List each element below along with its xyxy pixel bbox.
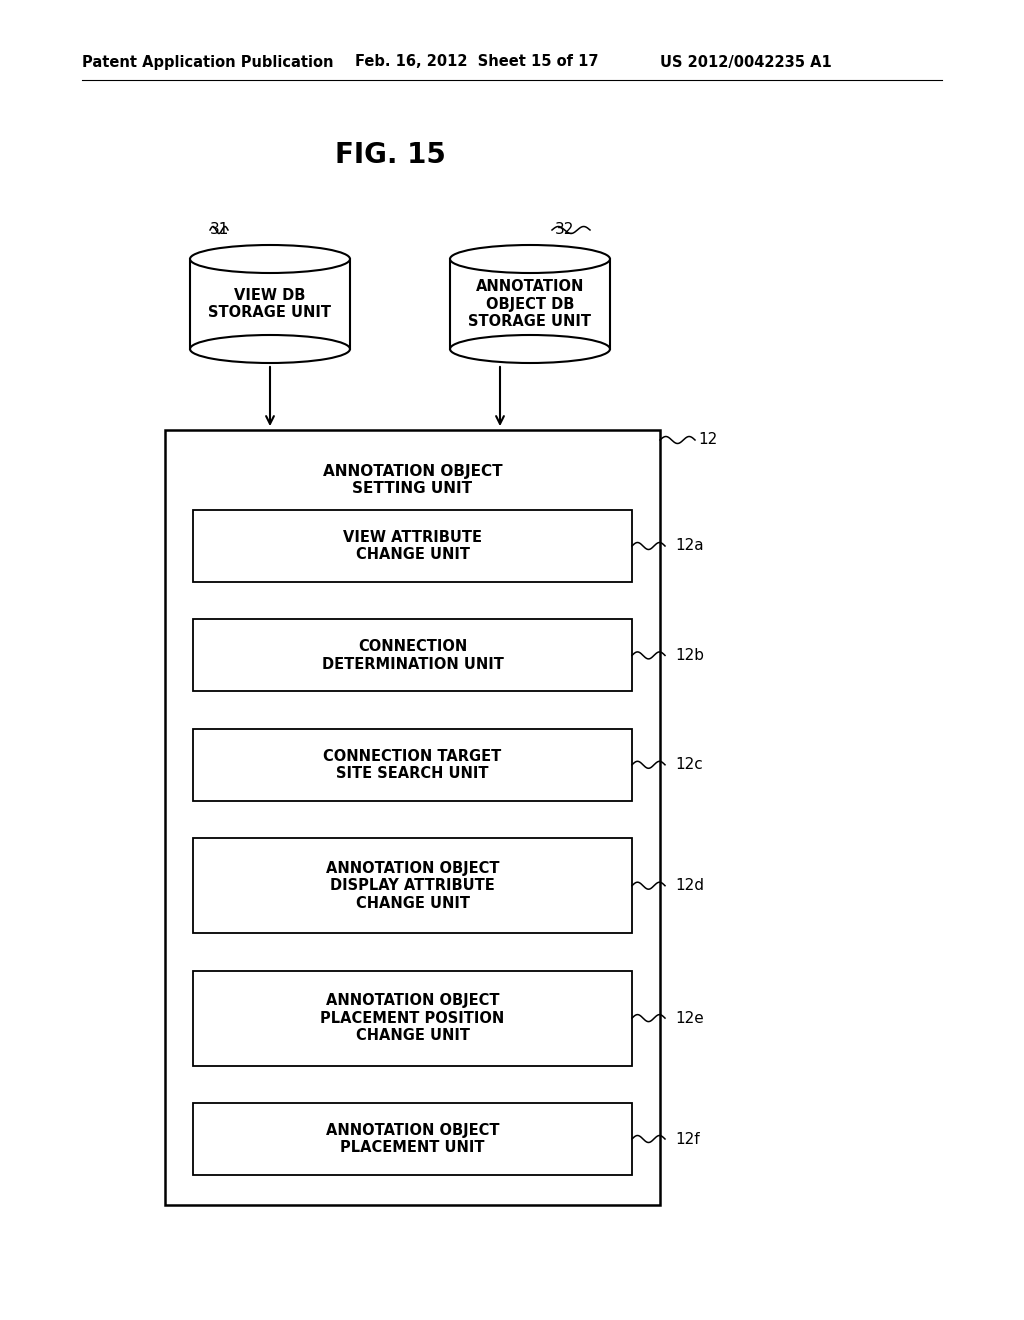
Bar: [193, 1104, 632, 1175]
Text: ANNOTATION
OBJECT DB
STORAGE UNIT: ANNOTATION OBJECT DB STORAGE UNIT: [469, 279, 592, 329]
Bar: [193, 510, 632, 582]
Ellipse shape: [190, 246, 350, 273]
Ellipse shape: [450, 335, 610, 363]
Text: ANNOTATION OBJECT
SETTING UNIT: ANNOTATION OBJECT SETTING UNIT: [323, 463, 503, 496]
Text: 12c: 12c: [675, 758, 702, 772]
Text: US 2012/0042235 A1: US 2012/0042235 A1: [660, 54, 831, 70]
Ellipse shape: [190, 335, 350, 363]
Text: 12b: 12b: [675, 648, 705, 663]
Text: Patent Application Publication: Patent Application Publication: [82, 54, 334, 70]
Bar: [193, 970, 632, 1065]
Polygon shape: [190, 259, 350, 348]
Text: 12: 12: [698, 433, 717, 447]
Text: 31: 31: [210, 223, 229, 238]
Text: CONNECTION TARGET
SITE SEARCH UNIT: CONNECTION TARGET SITE SEARCH UNIT: [324, 748, 502, 781]
Text: VIEW DB
STORAGE UNIT: VIEW DB STORAGE UNIT: [209, 288, 332, 321]
Bar: [193, 838, 632, 933]
Text: 32: 32: [555, 223, 574, 238]
Text: FIG. 15: FIG. 15: [335, 141, 445, 169]
Text: ANNOTATION OBJECT
DISPLAY ATTRIBUTE
CHANGE UNIT: ANNOTATION OBJECT DISPLAY ATTRIBUTE CHAN…: [326, 861, 500, 911]
Text: CONNECTION
DETERMINATION UNIT: CONNECTION DETERMINATION UNIT: [322, 639, 504, 672]
Polygon shape: [450, 259, 610, 348]
Ellipse shape: [450, 246, 610, 273]
Text: Feb. 16, 2012  Sheet 15 of 17: Feb. 16, 2012 Sheet 15 of 17: [355, 54, 598, 70]
Bar: [193, 619, 632, 692]
Text: 12f: 12f: [675, 1131, 699, 1147]
Text: VIEW ATTRIBUTE
CHANGE UNIT: VIEW ATTRIBUTE CHANGE UNIT: [343, 529, 482, 562]
Text: 12e: 12e: [675, 1011, 703, 1026]
Text: 12d: 12d: [675, 878, 705, 894]
Bar: [193, 729, 632, 801]
Text: ANNOTATION OBJECT
PLACEMENT POSITION
CHANGE UNIT: ANNOTATION OBJECT PLACEMENT POSITION CHA…: [321, 993, 505, 1043]
Text: 12a: 12a: [675, 539, 703, 553]
Text: ANNOTATION OBJECT
PLACEMENT UNIT: ANNOTATION OBJECT PLACEMENT UNIT: [326, 1123, 500, 1155]
Bar: [165, 430, 660, 1205]
